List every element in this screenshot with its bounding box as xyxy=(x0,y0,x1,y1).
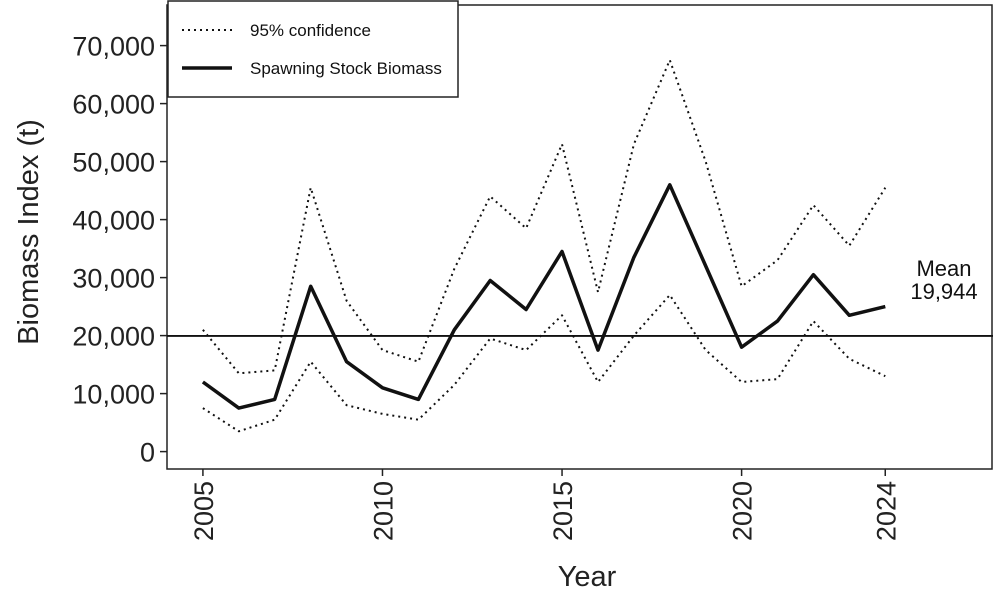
y-tick-label-10000: 10,000 xyxy=(72,380,155,410)
y-tick-label-20000: 20,000 xyxy=(72,322,155,352)
mean-annotation-value: 19,944 xyxy=(910,279,977,304)
legend-label-ssb: Spawning Stock Biomass xyxy=(250,59,442,78)
mean-annotation-label: Mean xyxy=(916,256,971,281)
y-tick-label-70000: 70,000 xyxy=(72,32,155,62)
x-tick-label-2010: 2010 xyxy=(368,481,398,541)
series-line-upper-confidence xyxy=(202,59,887,375)
x-tick-label-2024: 2024 xyxy=(871,481,901,541)
y-tick-label-0: 0 xyxy=(140,438,155,468)
x-tick-label-2020: 2020 xyxy=(728,481,758,541)
y-tick-label-50000: 50,000 xyxy=(72,148,155,178)
x-tick-label-2005: 2005 xyxy=(189,481,219,541)
series-group xyxy=(201,59,887,433)
x-axis: 2005 2010 2015 2020 2024 xyxy=(189,469,901,541)
x-axis-title: Year xyxy=(558,561,617,593)
y-tick-label-60000: 60,000 xyxy=(72,90,155,120)
plot-frame xyxy=(166,4,993,470)
y-axis: 0 10,000 20,000 30,000 40,000 50,000 60,000 70,… xyxy=(72,32,167,468)
series-line-spawning-stock-biomass xyxy=(201,183,886,410)
legend-box xyxy=(167,0,459,98)
y-tick-label-40000: 40,000 xyxy=(72,206,155,236)
y-tick-label-30000: 30,000 xyxy=(72,264,155,294)
legend-label-confidence: 95% confidence xyxy=(250,21,371,40)
legend: 95% confidence Spawning Stock Biomass xyxy=(167,0,459,98)
x-tick-label-2015: 2015 xyxy=(548,481,578,541)
y-axis-title: Biomass Index (t) xyxy=(13,119,45,345)
plot-border xyxy=(166,4,993,470)
mean-annotation: Mean 19,944 xyxy=(910,256,977,304)
